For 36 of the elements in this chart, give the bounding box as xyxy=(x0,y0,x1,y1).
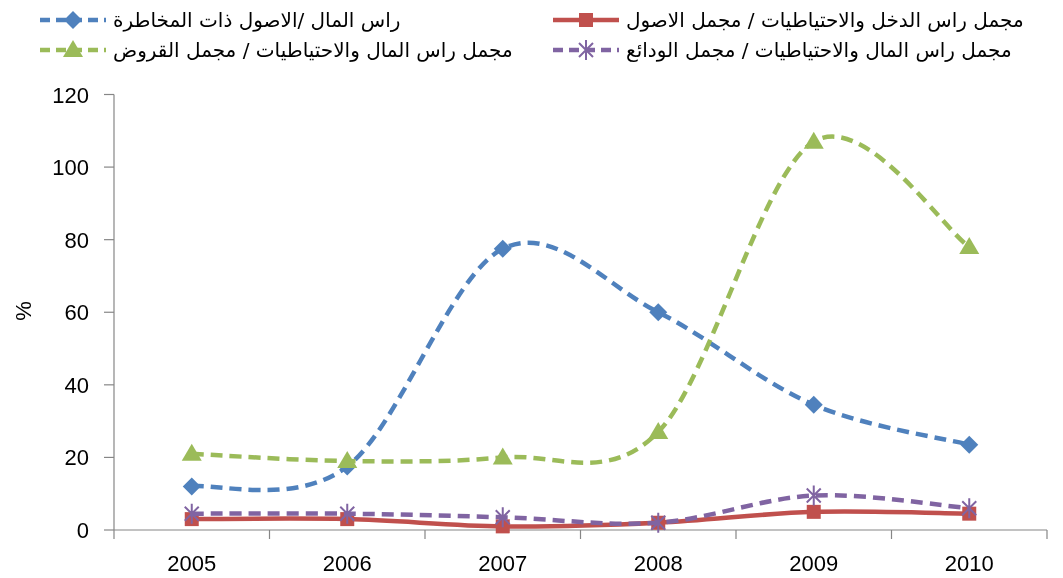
x-tick-label: 2009 xyxy=(789,551,839,576)
point xyxy=(181,443,202,461)
point xyxy=(183,502,200,525)
legend-label: مجمل راس المال والاحتياطيات / مجمل الودائع xyxy=(626,38,1012,62)
y-tick-label: 60 xyxy=(64,300,89,326)
point xyxy=(804,395,823,414)
legend-label: مجمل راس الدخل والاحتياطيات / مجمل الاصول xyxy=(626,8,1024,32)
point xyxy=(182,477,201,496)
point xyxy=(493,239,512,258)
x-tick-label: 2010 xyxy=(944,551,994,576)
point xyxy=(803,131,824,149)
point xyxy=(648,422,669,440)
point xyxy=(961,497,978,520)
point xyxy=(339,502,356,525)
x-tick-label: 2005 xyxy=(167,551,217,576)
y-tick-label: 40 xyxy=(64,372,89,398)
point xyxy=(492,447,513,465)
point xyxy=(806,504,821,519)
x-tick-label: 2008 xyxy=(633,551,683,576)
y-tick-label: 0 xyxy=(76,518,89,543)
legend-label: راس المال /الاصول ذات المخاطرة xyxy=(113,8,401,32)
x-tick-label: 2007 xyxy=(478,551,528,576)
y-axis-title: % xyxy=(11,301,36,321)
point xyxy=(959,236,980,254)
point xyxy=(494,506,511,529)
point xyxy=(650,511,667,534)
point xyxy=(960,435,979,454)
point xyxy=(649,303,668,322)
y-tick-label: 80 xyxy=(64,227,89,253)
legend-label: مجمل راس المال والاحتياطيات / مجمل القروض xyxy=(113,38,513,62)
y-tick-label: 20 xyxy=(64,445,89,471)
y-tick-label: 100 xyxy=(52,155,89,181)
x-tick-label: 2006 xyxy=(322,551,372,576)
y-tick-label: 120 xyxy=(52,82,89,108)
point xyxy=(337,451,358,469)
point xyxy=(805,484,822,507)
